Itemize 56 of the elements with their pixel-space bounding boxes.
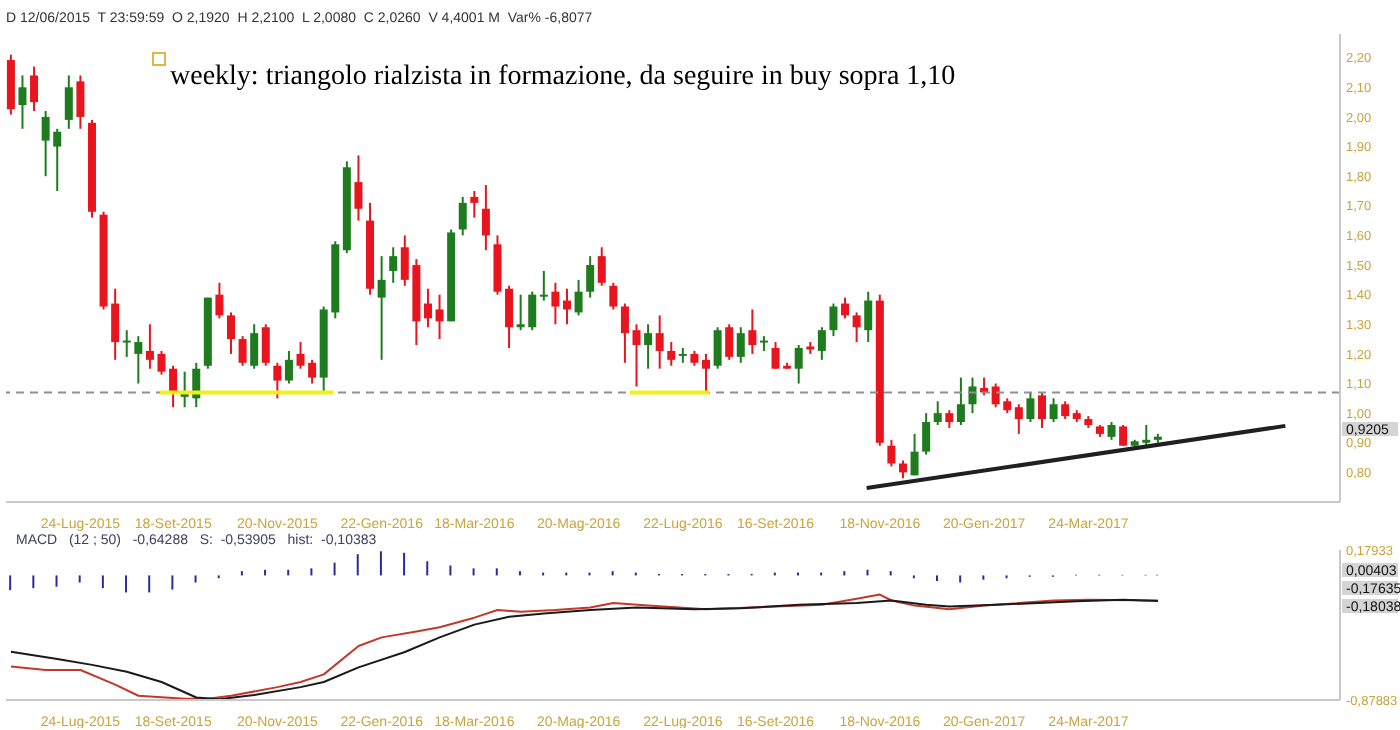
candlestick: [238, 335, 247, 367]
annotation: weekly: triangolo rialzista in formazione, da seguire in buy sopra 1,10: [170, 62, 956, 94]
candlestick: [250, 323, 259, 370]
candlestick: [817, 326, 826, 361]
candlestick: [956, 376, 965, 426]
candlestick: [620, 302, 629, 364]
candlestick: [852, 311, 861, 344]
candlestick: [829, 302, 838, 338]
candlestick: [423, 287, 432, 329]
candlestick: [609, 281, 618, 311]
candlestick: [1038, 391, 1046, 429]
candlestick: [667, 341, 676, 367]
candlestick: [713, 326, 722, 370]
candlestick: [597, 246, 606, 287]
candlestick: [586, 255, 595, 299]
candlestick: [1026, 391, 1035, 424]
candlestick: [261, 323, 270, 367]
candlestick: [284, 349, 293, 385]
candlestick: [794, 344, 803, 385]
candlestick: [354, 154, 363, 222]
candlestick: [933, 400, 942, 426]
candlestick: [493, 234, 502, 296]
candlestick: [64, 74, 73, 130]
candlestick: [644, 323, 653, 370]
candlestick: [841, 296, 850, 320]
candlestick: [748, 308, 757, 355]
candlestick: [725, 323, 734, 361]
candlestick: [1014, 403, 1023, 435]
candlestick: [458, 195, 467, 237]
candlestick: [481, 184, 490, 252]
candlestick: [922, 412, 931, 456]
candlestick: [632, 323, 641, 388]
candlestick: [574, 278, 583, 317]
candlestick: [30, 65, 39, 113]
candlestick: [273, 361, 282, 400]
candlestick: [435, 293, 444, 341]
candlestick: [655, 314, 664, 370]
candlestick: [539, 269, 548, 302]
candlestick: [1049, 397, 1058, 424]
candlestick: [910, 432, 919, 477]
candlestick: [864, 290, 873, 344]
candlestick: [551, 281, 560, 326]
candlestick: [215, 281, 224, 320]
candlestick: [389, 246, 398, 284]
candlestick: [18, 74, 27, 130]
candlestick: [227, 311, 236, 355]
candlestick: [736, 326, 745, 364]
candlestick: [1119, 423, 1128, 447]
candlestick: [562, 287, 571, 326]
candlestick: [76, 74, 85, 130]
candlestick: [505, 284, 514, 349]
candlestick: [377, 255, 386, 361]
candlestick: [470, 189, 479, 219]
candlestick: [887, 438, 896, 468]
candlestick: [702, 352, 711, 394]
candlestick: [968, 376, 977, 415]
